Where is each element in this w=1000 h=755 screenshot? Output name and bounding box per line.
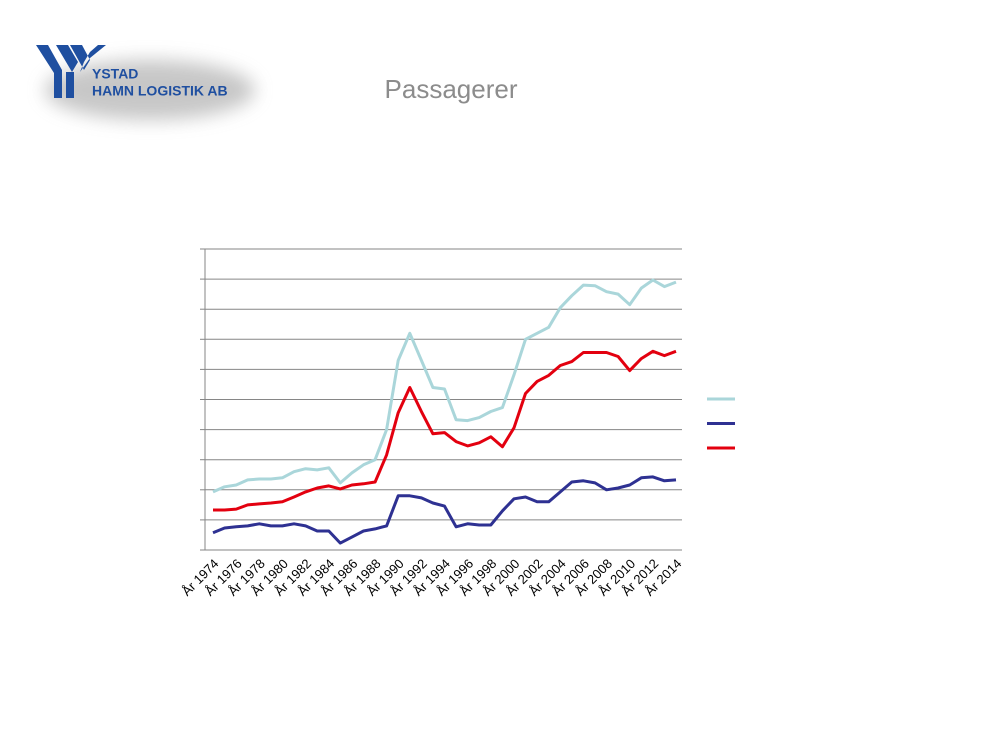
logo-text: HAMN LOGISTIK AB bbox=[92, 83, 228, 99]
logo-shadow bbox=[45, 60, 255, 120]
chart-title: Passagerer bbox=[385, 74, 518, 104]
series-line bbox=[212, 475, 677, 545]
logo: YSTAD HAMN LOGISTIK AB bbox=[36, 45, 255, 120]
logo-text: YSTAD bbox=[92, 66, 138, 82]
logo-mark bbox=[36, 45, 106, 98]
series-line bbox=[213, 349, 677, 512]
series-line bbox=[212, 278, 677, 494]
